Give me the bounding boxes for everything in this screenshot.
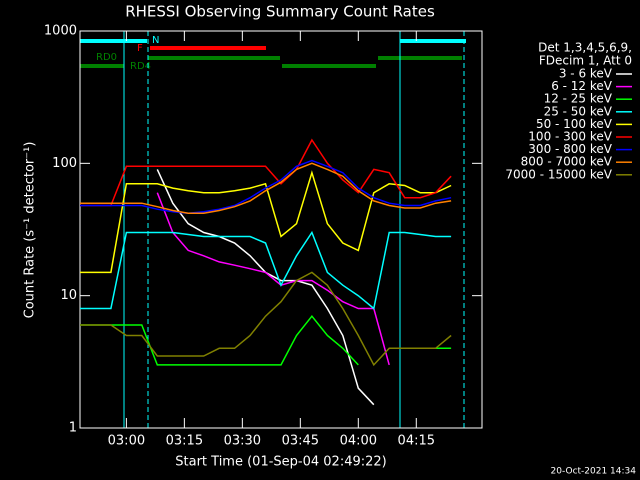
series-line (156, 192, 390, 366)
legend-label: 100 - 300 keV (528, 130, 612, 144)
annotation: RD4 (130, 61, 151, 72)
legend-header: Det 1,3,4,5,6,9, (538, 41, 632, 55)
x-axis-label: Start Time (01-Sep-04 02:49:22) (175, 455, 386, 470)
series-line (156, 169, 375, 406)
x-tick-label: 03:45 (282, 434, 319, 449)
flag-bars (80, 39, 466, 68)
y-axis-label: Count Rate (s⁻¹ detector⁻¹) (23, 142, 38, 319)
legend-label: 50 - 100 keV (536, 117, 613, 131)
legend-header: FDecim 1, Att 0 (539, 54, 632, 68)
x-tick-label: 03:00 (108, 434, 145, 449)
series-line (80, 271, 452, 367)
plot-frame (79, 30, 483, 429)
annotation: RD0 (96, 52, 117, 63)
y-tick-label: 1 (69, 421, 77, 436)
chart-title: RHESSI Observing Summary Count Rates (125, 3, 435, 21)
annotation: F (137, 43, 143, 54)
legend-label: 300 - 800 keV (528, 142, 612, 156)
legend-label: 12 - 25 keV (544, 92, 613, 106)
legend-label: 800 - 7000 keV (521, 155, 613, 169)
x-tick-label: 04:00 (340, 434, 377, 449)
series-line (80, 314, 452, 366)
x-tick-label: 03:15 (166, 434, 203, 449)
series-line (80, 162, 452, 214)
y-tick-label: 10 (60, 288, 77, 303)
series-line (80, 138, 452, 207)
annotation: N (152, 35, 159, 46)
x-tick-label: 03:30 (224, 434, 261, 449)
series-line (80, 170, 452, 274)
legend-label: 25 - 50 keV (544, 104, 613, 118)
legend-label: 6 - 12 keV (551, 79, 613, 93)
footer: 20-Oct-2021 14:34 (551, 467, 637, 477)
legend-label: 3 - 6 keV (559, 67, 613, 81)
legend-label: 7000 - 15000 keV (505, 167, 612, 181)
series-line (80, 159, 452, 214)
y-tick-label: 1000 (44, 24, 77, 39)
y-tick-label: 100 (52, 156, 77, 171)
orbit-lines (123, 31, 465, 428)
series-line (80, 230, 452, 310)
x-tick-label: 04:15 (398, 434, 435, 449)
